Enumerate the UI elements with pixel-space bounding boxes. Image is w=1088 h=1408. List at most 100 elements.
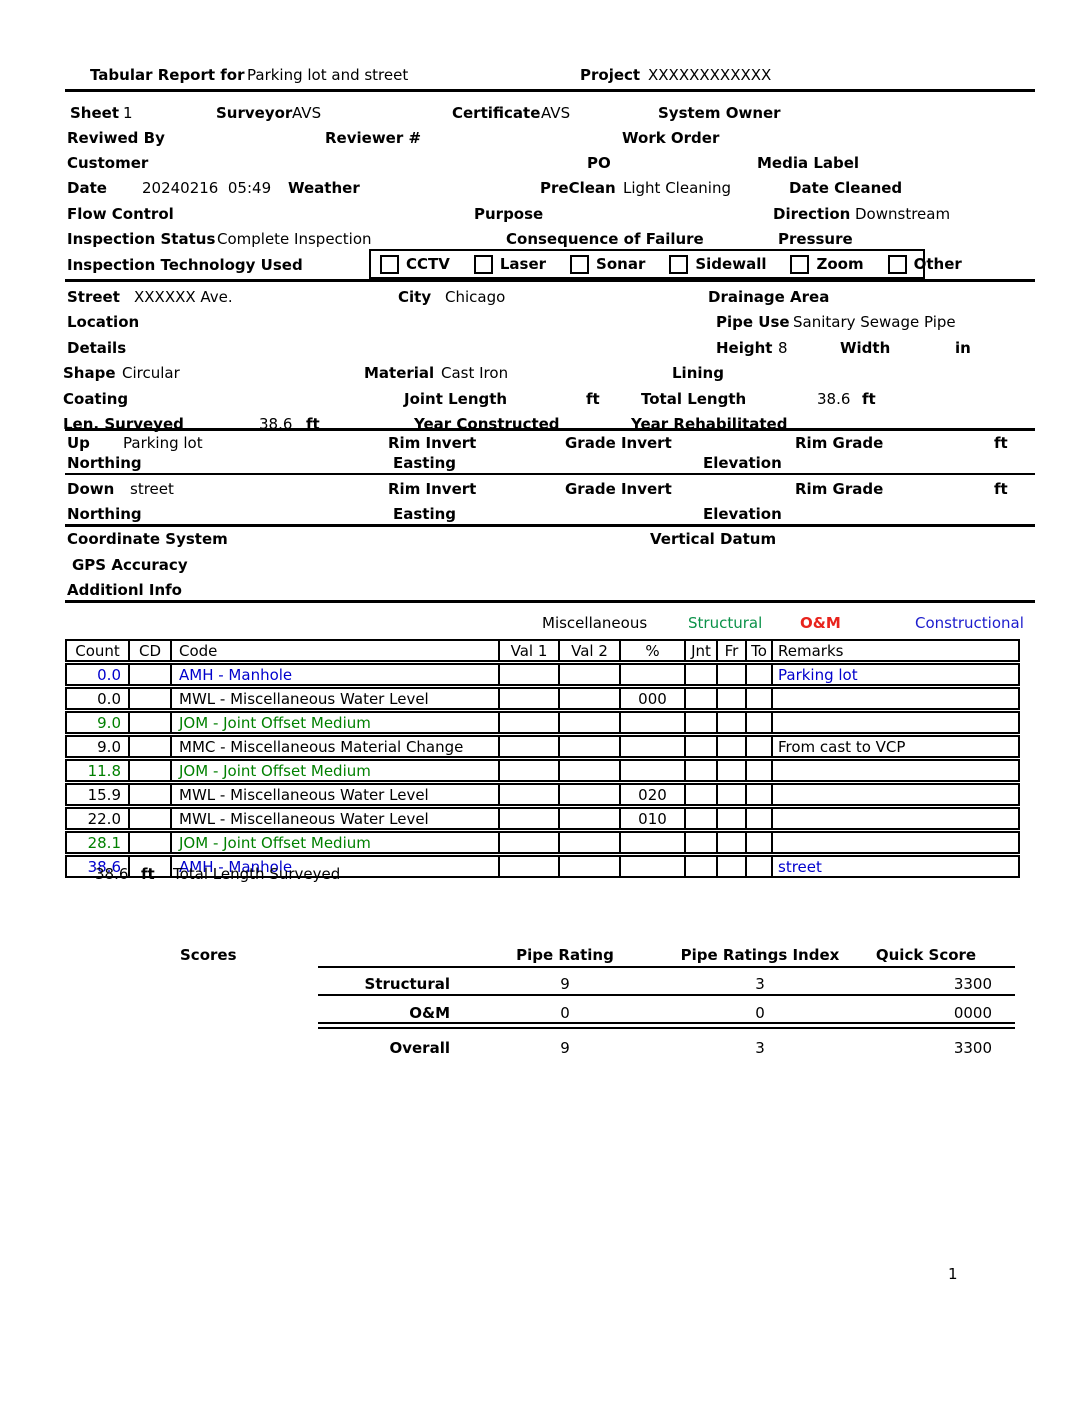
street-value: XXXXXX Ave. (134, 288, 233, 306)
vertical-datum-label: Vertical Datum (650, 530, 777, 548)
scores-title: Scores (180, 946, 237, 964)
obs-val1 (500, 689, 560, 708)
total-length-unit: ft (862, 390, 876, 408)
divider (65, 473, 1035, 475)
obs-fr (718, 761, 747, 780)
joint-length-label: Joint Length (404, 390, 508, 408)
obs-cd (130, 689, 172, 708)
other-checkbox-icon (887, 254, 907, 274)
observation-row: 0.0 MWL - Miscellaneous Water Level 000 (65, 687, 1020, 710)
city-label: City (398, 288, 432, 306)
sidewall-checkbox-icon (669, 254, 689, 274)
checkbox-sonar: Sonar (570, 254, 646, 274)
checkbox-laser: Laser (473, 254, 547, 274)
up-value: Parking lot (123, 434, 203, 452)
obs-pct: 010 (621, 809, 686, 828)
obs-val2 (560, 737, 621, 756)
date-label: Date (67, 179, 107, 197)
total-length-label: Total Length (641, 390, 747, 408)
obs-to (747, 689, 773, 708)
obs-cd (130, 713, 172, 732)
width-label: Width (840, 339, 891, 357)
divider (65, 89, 1035, 92)
divider (318, 994, 1015, 996)
sonar-label: Sonar (596, 255, 646, 273)
om-pipe-rating: 0 (560, 1004, 570, 1022)
obs-code: AMH - Manhole (172, 857, 500, 876)
col-fr: Fr (718, 641, 747, 660)
obs-code: MWL - Miscellaneous Water Level (172, 689, 500, 708)
surveyor-label: Surveyor (216, 104, 293, 122)
down-rim-grade-label: Rim Grade (795, 480, 884, 498)
technology-checkbox-group: CCTV Laser Sonar Sidewall Zoom Other (369, 249, 962, 279)
inspection-technology-label: Inspection Technology Used (67, 256, 303, 274)
pressure-label: Pressure (778, 230, 853, 248)
date-cleaned-label: Date Cleaned (789, 179, 903, 197)
obs-pct: 000 (621, 689, 686, 708)
observation-row: 0.0 AMH - Manhole Parking lot (65, 663, 1020, 686)
om-quick-score: 0000 (953, 1004, 992, 1022)
overall-quick-score: 3300 (953, 1039, 992, 1057)
project-label: Project (580, 66, 641, 84)
structural-index: 3 (755, 975, 765, 993)
up-northing-label: Northing (67, 454, 142, 472)
scores-col-index: Pipe Ratings Index (680, 946, 840, 964)
flow-control-label: Flow Control (67, 205, 174, 223)
city-value: Chicago (445, 288, 506, 306)
height-label: Height (716, 339, 773, 357)
obs-cd (130, 665, 172, 684)
obs-val1 (500, 833, 560, 852)
obs-to (747, 737, 773, 756)
total-surveyed-unit: ft (141, 865, 155, 883)
obs-count: 11.8 (67, 761, 130, 780)
down-rim-invert-label: Rim Invert (388, 480, 477, 498)
obs-to (747, 857, 773, 876)
obs-count: 28.1 (67, 833, 130, 852)
obs-cd (130, 857, 172, 876)
obs-val2 (560, 689, 621, 708)
col-to: To (747, 641, 773, 660)
col-pct: % (621, 641, 686, 660)
up-rim-grade-label: Rim Grade (795, 434, 884, 452)
location-label: Location (67, 313, 140, 331)
obs-jnt (686, 713, 718, 732)
cctv-label: CCTV (406, 255, 450, 273)
observation-row: 38.6 AMH - Manhole street (65, 855, 1020, 878)
laser-label: Laser (499, 255, 547, 273)
obs-val2 (560, 761, 621, 780)
obs-fr (718, 689, 747, 708)
obs-pct (621, 737, 686, 756)
obs-val1 (500, 785, 560, 804)
observation-row: 9.0 MMC - Miscellaneous Material Change … (65, 735, 1020, 758)
checkbox-other: Other (887, 254, 962, 274)
surveyor-value: AVS (292, 104, 322, 122)
down-northing-label: Northing (67, 505, 142, 523)
col-remarks: Remarks (778, 641, 844, 660)
divider (65, 279, 1035, 282)
sheet-value: 1 (123, 104, 133, 122)
obs-fr (718, 833, 747, 852)
preclean-value: Light Cleaning (623, 179, 731, 197)
sonar-checkbox-icon (570, 254, 590, 274)
col-count: Count (67, 641, 130, 660)
obs-count: 9.0 (67, 713, 130, 732)
divider (65, 600, 1035, 603)
up-grade-invert-label: Grade Invert (565, 434, 672, 452)
obs-count: 15.9 (67, 785, 130, 804)
obs-pct (621, 665, 686, 684)
score-row-structural-label: Structural (364, 975, 450, 993)
obs-count: 9.0 (67, 737, 130, 756)
direction-label: Direction (773, 205, 851, 223)
additional-info-label: Additionl Info (67, 581, 182, 599)
zoom-checkbox-icon (790, 254, 810, 274)
legend-om: O&M (800, 614, 841, 632)
sidewall-label: Sidewall (695, 255, 767, 273)
obs-val1 (500, 665, 560, 684)
observation-row: 15.9 MWL - Miscellaneous Water Level 020 (65, 783, 1020, 806)
obs-to (747, 665, 773, 684)
obs-jnt (686, 833, 718, 852)
purpose-label: Purpose (474, 205, 544, 223)
obs-count: 38.6 (67, 857, 130, 876)
obs-val1 (500, 809, 560, 828)
scores-col-pipe-rating: Pipe Rating (516, 946, 614, 964)
